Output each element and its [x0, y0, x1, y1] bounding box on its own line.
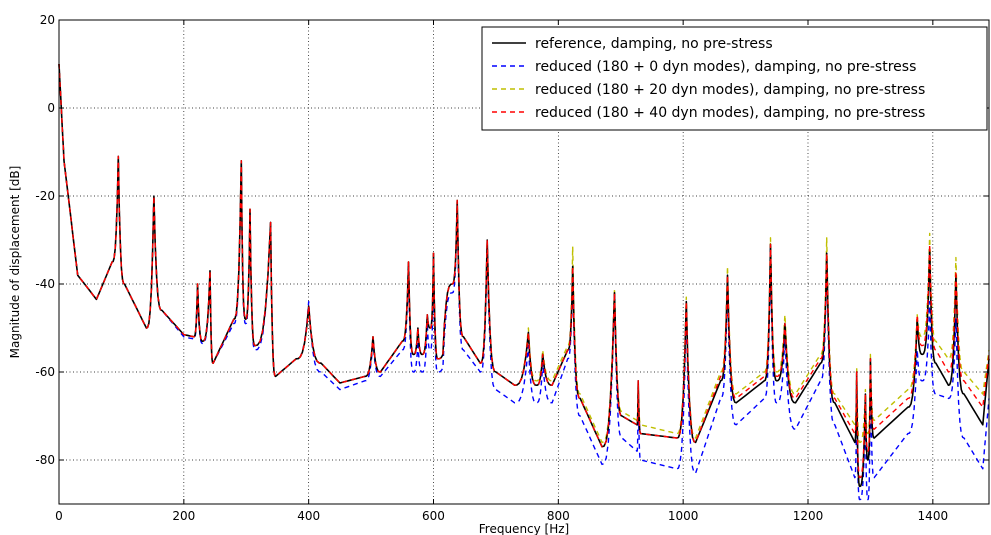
y-tick-label: 0	[47, 101, 55, 115]
series-lines	[58, 63, 990, 501]
y-tick-label: -40	[35, 277, 55, 291]
x-tick-label: 1000	[668, 509, 699, 523]
y-tick-label: -80	[35, 453, 55, 467]
y-tick-label: -20	[35, 189, 55, 203]
x-tick-label: 1200	[793, 509, 824, 523]
x-tick-label: 800	[547, 509, 570, 523]
x-tick-label: 600	[422, 509, 445, 523]
legend-entry-2: reduced (180 + 0 dyn modes), damping, no…	[535, 59, 916, 75]
legend-entry-3: reduced (180 + 20 dyn modes), damping, n…	[535, 82, 925, 98]
x-tick-label: 1400	[918, 509, 949, 523]
y-tick-label: 20	[40, 13, 55, 27]
legend-box	[481, 26, 988, 131]
x-tick-label: 400	[297, 509, 320, 523]
axis-ticks: 0 200 400 600 800 1000 1200 1400 -80 -60 -40 -20 0 20	[35, 13, 989, 523]
x-axis-label: Frequency [Hz]	[479, 522, 570, 535]
x-tick-label: 0	[55, 509, 63, 523]
legend-entry-1: reference, damping, no pre-stress	[535, 36, 773, 52]
legend: reference, damping, no pre-stress reduced…	[481, 26, 988, 131]
x-tick-label: 200	[172, 509, 195, 523]
series-line-4	[58, 63, 990, 479]
plot-frame	[58, 19, 990, 505]
y-tick-label: -60	[35, 365, 55, 379]
legend-entry-4: reduced (180 + 40 dyn modes), damping, n…	[535, 105, 925, 121]
y-axis-label: Magnitude of displacement [dB]	[8, 166, 22, 359]
